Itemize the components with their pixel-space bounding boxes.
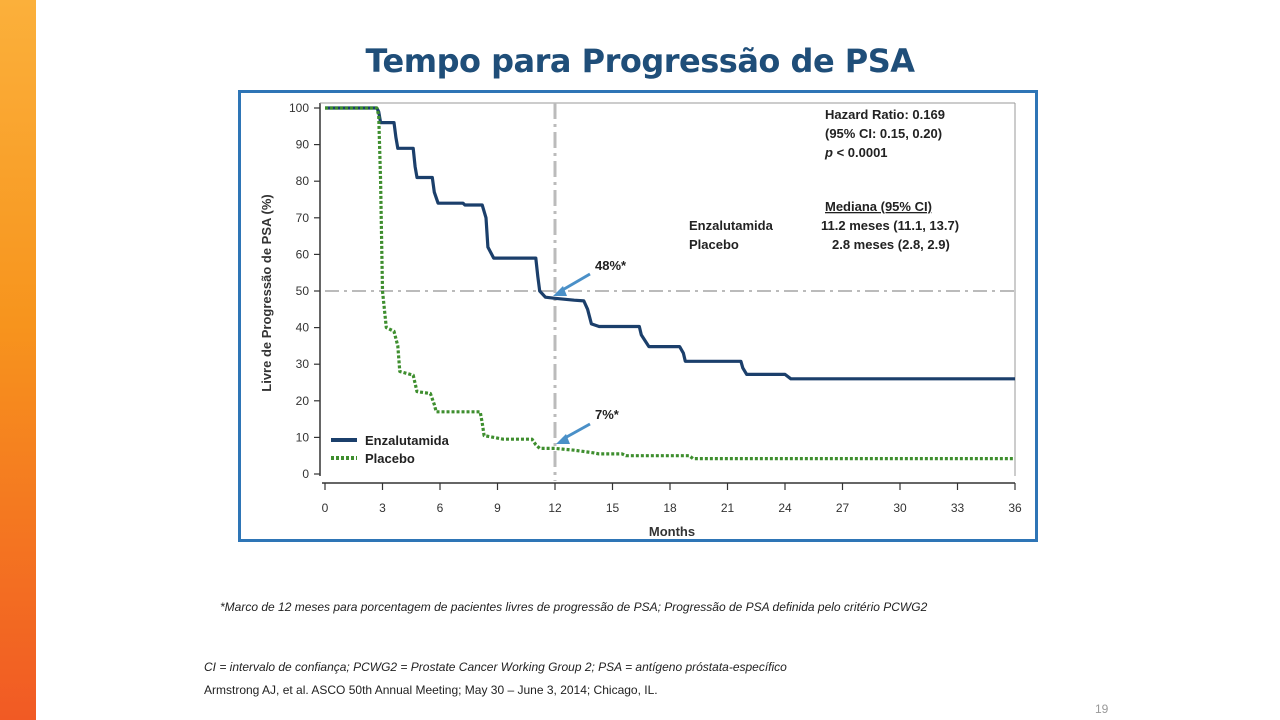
y-tick-label: 20 [296, 394, 310, 408]
y-tick-label: 40 [296, 321, 310, 335]
y-tick-label: 90 [296, 138, 310, 152]
x-tick-label: 27 [836, 501, 850, 515]
y-tick-label: 60 [296, 247, 310, 261]
x-tick-label: 33 [951, 501, 965, 515]
p-value-prefix: p [824, 145, 833, 160]
y-axis-label: Livre de Progressão de PSA (%) [259, 194, 274, 391]
x-tick-label: 21 [721, 501, 735, 515]
legend-label-placebo: Placebo [365, 451, 415, 466]
x-tick-label: 9 [494, 501, 501, 515]
accent-side-bar [0, 0, 36, 720]
x-tick-label: 15 [606, 501, 620, 515]
x-tick-label: 36 [1008, 501, 1022, 515]
p-value-text: p < 0.0001 [824, 145, 888, 160]
x-tick-label: 0 [322, 501, 329, 515]
x-tick-label: 3 [379, 501, 386, 515]
y-tick-label: 0 [302, 467, 309, 481]
footnote-12-month: *Marco de 12 meses para porcentagem de p… [220, 600, 928, 614]
y-tick-label: 100 [289, 101, 309, 115]
y-tick-label: 10 [296, 430, 310, 444]
median-group-placebo: Placebo [689, 237, 739, 252]
placebo-12m-arrow [562, 422, 591, 441]
hazard-ratio-text: Hazard Ratio: 0.169 [825, 107, 945, 122]
enza-12m-arrowhead [553, 286, 567, 296]
p-value-number: < 0.0001 [833, 145, 888, 160]
y-tick-label: 70 [296, 211, 310, 225]
ci-text: (95% CI: 0.15, 0.20) [825, 126, 942, 141]
y-tick-label: 50 [296, 284, 310, 298]
enza-12m-label: 48%* [595, 258, 627, 273]
slide-title: Tempo para Progressão de PSA [365, 42, 915, 80]
y-tick-label: 30 [296, 357, 310, 371]
x-tick-label: 12 [548, 501, 562, 515]
legend-label-enzalutamida: Enzalutamida [365, 433, 450, 448]
footer-citation: Armstrong AJ, et al. ASCO 50th Annual Me… [204, 683, 658, 697]
median-group-enza: Enzalutamida [689, 218, 774, 233]
series-line-placebo [325, 106, 1015, 461]
x-tick-label: 30 [893, 501, 907, 515]
median-header: Mediana (95% CI) [825, 199, 932, 214]
x-tick-label: 6 [437, 501, 444, 515]
placebo-12m-label: 7%* [595, 407, 620, 422]
footer-abbreviations: CI = intervalo de confiança; PCWG2 = Pro… [204, 660, 787, 674]
median-value-placebo: 2.8 meses (2.8, 2.9) [832, 237, 950, 252]
x-tick-label: 24 [778, 501, 792, 515]
x-tick-label: 18 [663, 501, 677, 515]
chart-frame: 0 10 20 30 40 50 60 70 80 90 100 0 3 6 9 12 15 18 21 24 27 3… [238, 90, 1038, 542]
y-tick-label: 80 [296, 174, 310, 188]
median-value-enza: 11.2 meses (11.1, 13.7) [821, 218, 959, 233]
series-line-enzalutamida [325, 106, 1015, 381]
x-axis-label: Months [649, 524, 695, 539]
placebo-12m-arrowhead [556, 434, 570, 444]
page-number: 19 [1095, 702, 1109, 716]
